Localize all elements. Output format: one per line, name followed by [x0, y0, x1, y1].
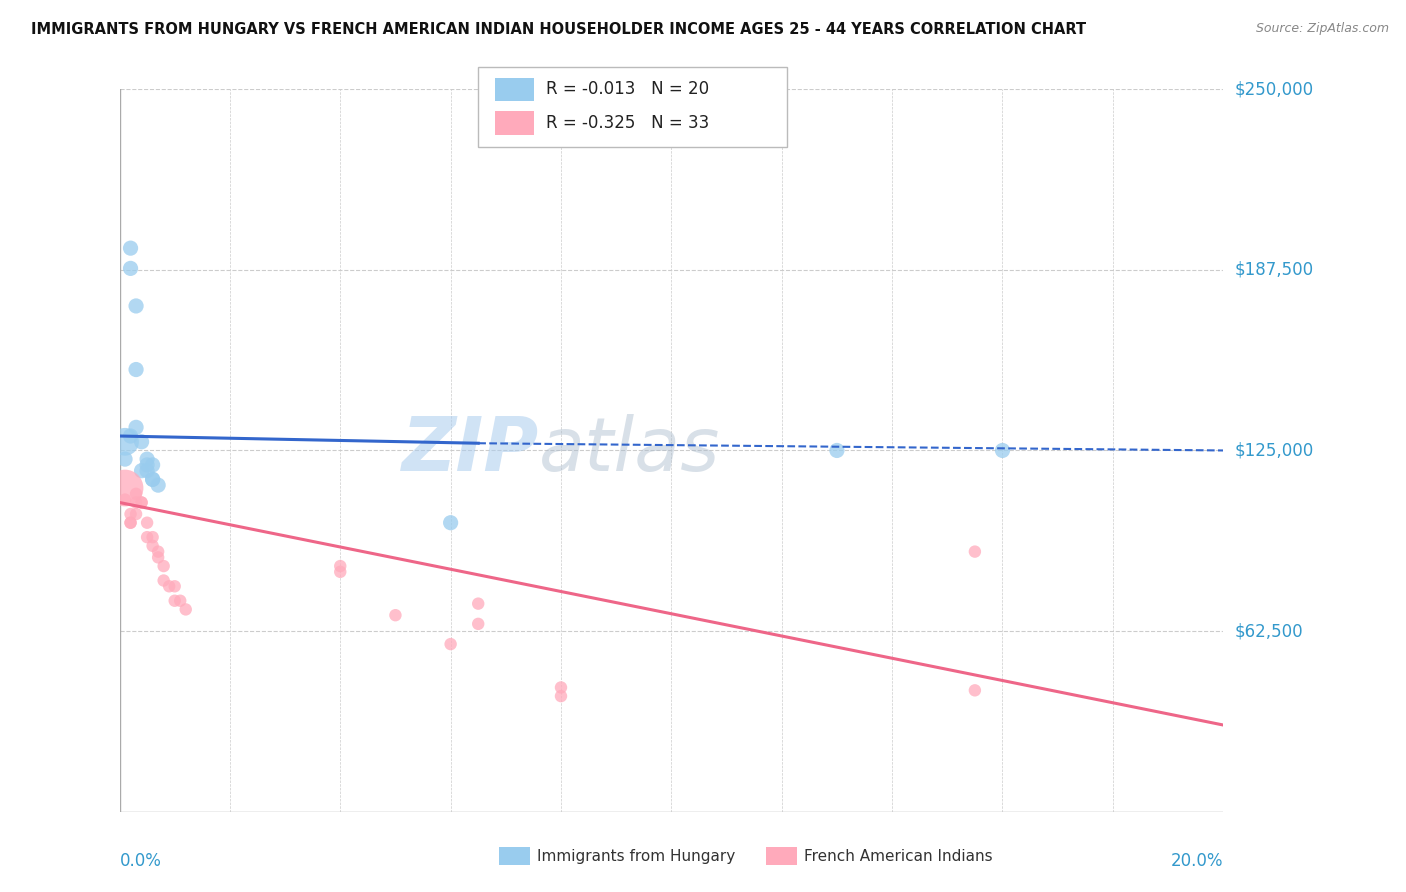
Point [125, 495, 148, 509]
Point [114, 492, 136, 507]
Point [467, 597, 489, 611]
Point [963, 683, 986, 698]
Point [963, 544, 986, 558]
Point [120, 429, 142, 443]
Point [550, 681, 572, 695]
Point [329, 565, 352, 579]
Point [114, 452, 136, 467]
Point [131, 495, 153, 509]
Point [120, 507, 142, 521]
Point [142, 530, 165, 544]
Point [163, 593, 186, 607]
Point [384, 608, 406, 623]
Text: IMMIGRANTS FROM HUNGARY VS FRENCH AMERICAN INDIAN HOUSEHOLDER INCOME AGES 25 - 4: IMMIGRANTS FROM HUNGARY VS FRENCH AMERIC… [31, 22, 1085, 37]
Point [136, 464, 159, 478]
Text: R = -0.325   N = 33: R = -0.325 N = 33 [546, 114, 709, 132]
Point [136, 516, 159, 530]
Point [125, 299, 148, 313]
Text: $62,500: $62,500 [1234, 622, 1303, 640]
Point [142, 472, 165, 486]
Point [174, 602, 197, 616]
Point [114, 481, 136, 495]
Point [114, 434, 136, 449]
Text: 20.0%: 20.0% [1171, 852, 1223, 871]
Point [146, 550, 169, 565]
Point [131, 434, 153, 449]
Text: ZIP: ZIP [402, 414, 538, 487]
Point [157, 579, 180, 593]
Point [131, 495, 153, 509]
Point [131, 464, 153, 478]
Point [152, 559, 174, 574]
Point [136, 530, 159, 544]
Point [825, 443, 848, 458]
Point [125, 487, 148, 501]
Point [125, 507, 148, 521]
Text: Source: ZipAtlas.com: Source: ZipAtlas.com [1256, 22, 1389, 36]
Text: atlas: atlas [538, 415, 720, 486]
Point [163, 579, 186, 593]
Point [550, 689, 572, 703]
Text: French American Indians: French American Indians [804, 849, 993, 863]
Text: R = -0.013   N = 20: R = -0.013 N = 20 [546, 80, 709, 98]
Point [120, 261, 142, 276]
Point [439, 637, 461, 651]
Point [142, 539, 165, 553]
Point [136, 452, 159, 467]
Point [125, 362, 148, 376]
Point [439, 516, 461, 530]
Point [991, 443, 1014, 458]
Text: $125,000: $125,000 [1234, 442, 1313, 459]
Point [120, 516, 142, 530]
Text: 0.0%: 0.0% [120, 852, 162, 871]
Point [136, 458, 159, 472]
Text: Immigrants from Hungary: Immigrants from Hungary [537, 849, 735, 863]
Text: $250,000: $250,000 [1234, 80, 1313, 98]
Point [146, 544, 169, 558]
Point [142, 472, 165, 486]
Point [125, 420, 148, 434]
Point [467, 616, 489, 631]
Point [146, 478, 169, 492]
Point [329, 559, 352, 574]
Text: $187,500: $187,500 [1234, 260, 1313, 279]
Point [120, 241, 142, 255]
Point [169, 593, 191, 607]
Point [142, 458, 165, 472]
Point [120, 516, 142, 530]
Point [152, 574, 174, 588]
